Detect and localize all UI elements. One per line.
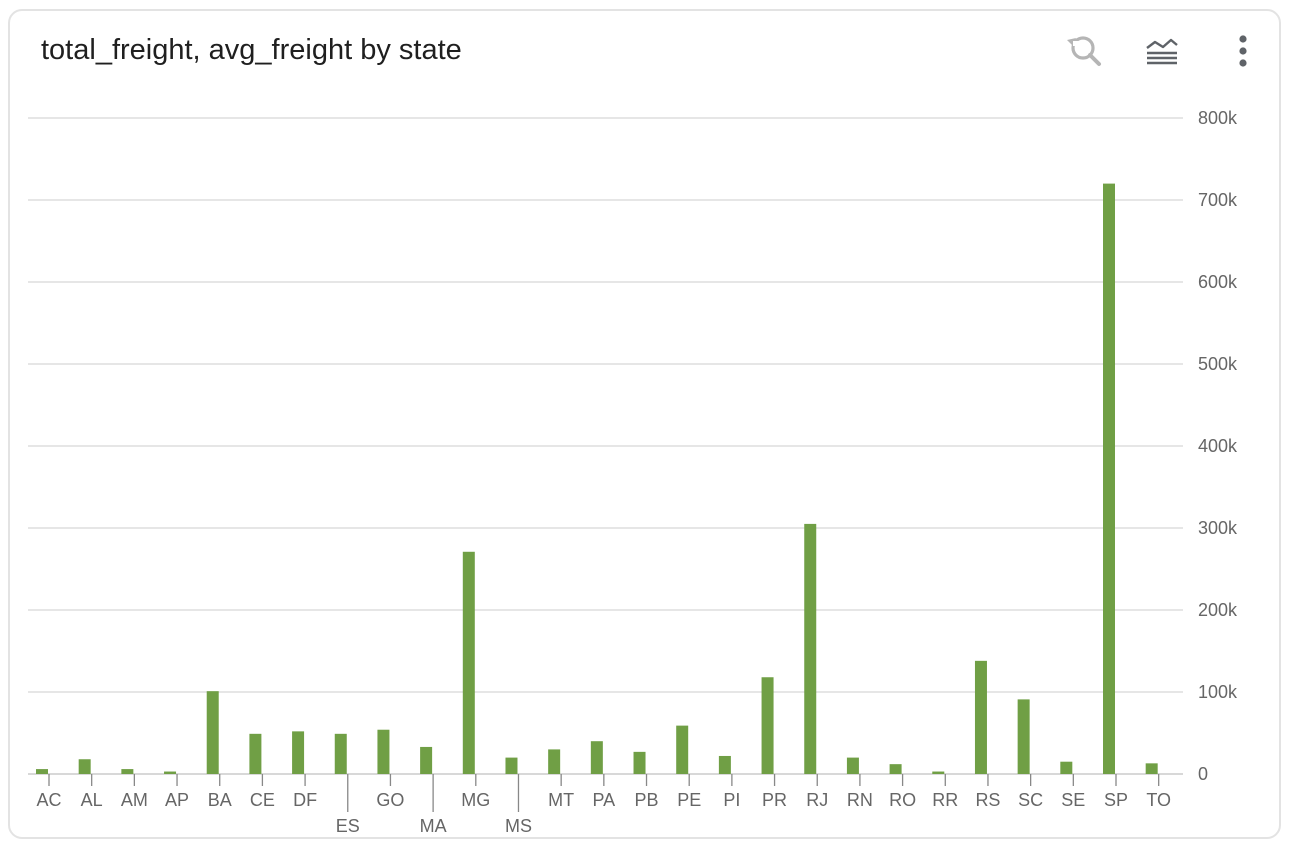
y-tick-label: 700k — [1198, 190, 1238, 210]
x-tick-label-MS: MS — [505, 816, 532, 836]
x-tick-label-GO: GO — [376, 790, 404, 810]
bar-RR[interactable] — [932, 771, 945, 774]
bar-RO[interactable] — [889, 764, 902, 774]
y-tick-label: 200k — [1198, 600, 1238, 620]
x-tick-label-AL: AL — [81, 790, 103, 810]
x-tick-label-RS: RS — [975, 790, 1000, 810]
bar-AM[interactable] — [121, 769, 134, 774]
bar-MT[interactable] — [548, 749, 561, 774]
x-tick-label-SE: SE — [1061, 790, 1085, 810]
bar-GO[interactable] — [377, 729, 390, 774]
bar-MG[interactable] — [462, 551, 475, 774]
x-tick-label-PI: PI — [723, 790, 740, 810]
x-tick-label-RN: RN — [847, 790, 873, 810]
x-tick-label-TO: TO — [1146, 790, 1171, 810]
bar-MS[interactable] — [505, 757, 518, 774]
x-tick-label-SP: SP — [1104, 790, 1128, 810]
more-vertical-icon — [1233, 31, 1253, 76]
x-tick-label-RO: RO — [889, 790, 916, 810]
x-tick-label-PR: PR — [762, 790, 787, 810]
y-tick-label: 600k — [1198, 272, 1238, 292]
x-tick-label-DF: DF — [293, 790, 317, 810]
zoom-reset-button[interactable] — [1061, 31, 1105, 75]
y-tick-label: 800k — [1198, 108, 1238, 128]
x-tick-label-SC: SC — [1018, 790, 1043, 810]
x-tick-label-RJ: RJ — [806, 790, 828, 810]
x-tick-label-BA: BA — [208, 790, 232, 810]
bar-RN[interactable] — [846, 757, 859, 774]
y-tick-label: 400k — [1198, 436, 1238, 456]
x-tick-label-PA: PA — [592, 790, 615, 810]
bar-PR[interactable] — [761, 677, 774, 774]
x-tick-label-RR: RR — [932, 790, 958, 810]
bar-SC[interactable] — [1017, 699, 1030, 774]
more-options-button[interactable] — [1221, 31, 1265, 75]
x-tick-label-MT: MT — [548, 790, 574, 810]
bar-PI[interactable] — [718, 755, 731, 774]
x-tick-label-AC: AC — [36, 790, 61, 810]
chart-type-icon — [1142, 31, 1182, 76]
bar-BA[interactable] — [206, 691, 219, 774]
bar-DF[interactable] — [292, 731, 305, 774]
chart-type-button[interactable] — [1140, 31, 1184, 75]
x-tick-label-CE: CE — [250, 790, 275, 810]
x-tick-label-PB: PB — [635, 790, 659, 810]
x-tick-label-MG: MG — [461, 790, 490, 810]
x-tick-label-ES: ES — [336, 816, 360, 836]
bar-PE[interactable] — [676, 725, 689, 774]
x-tick-label-PE: PE — [677, 790, 701, 810]
bar-AP[interactable] — [164, 771, 177, 774]
bar-SP[interactable] — [1103, 183, 1115, 775]
y-tick-label: 0 — [1198, 764, 1208, 784]
chart-card: total_freight, avg_freight by state — [8, 9, 1281, 839]
chart-title: total_freight, avg_freight by state — [41, 34, 462, 66]
zoom-reset-icon — [1063, 31, 1103, 76]
x-tick-label-MA: MA — [420, 816, 447, 836]
bar-CE[interactable] — [249, 733, 262, 774]
bar-PA[interactable] — [590, 741, 603, 774]
bar-AC[interactable] — [36, 769, 48, 774]
bar-SE[interactable] — [1060, 761, 1073, 774]
x-tick-label-AP: AP — [165, 790, 189, 810]
bar-TO[interactable] — [1145, 763, 1158, 774]
y-tick-label: 300k — [1198, 518, 1238, 538]
bar-MA[interactable] — [420, 746, 433, 774]
bar-RS[interactable] — [974, 660, 987, 774]
y-tick-label: 500k — [1198, 354, 1238, 374]
bar-RJ[interactable] — [804, 523, 817, 774]
bar-AL[interactable] — [78, 759, 91, 774]
y-tick-label: 100k — [1198, 682, 1238, 702]
bar-PB[interactable] — [633, 751, 646, 774]
x-tick-label-AM: AM — [121, 790, 148, 810]
bar-ES[interactable] — [334, 733, 347, 774]
